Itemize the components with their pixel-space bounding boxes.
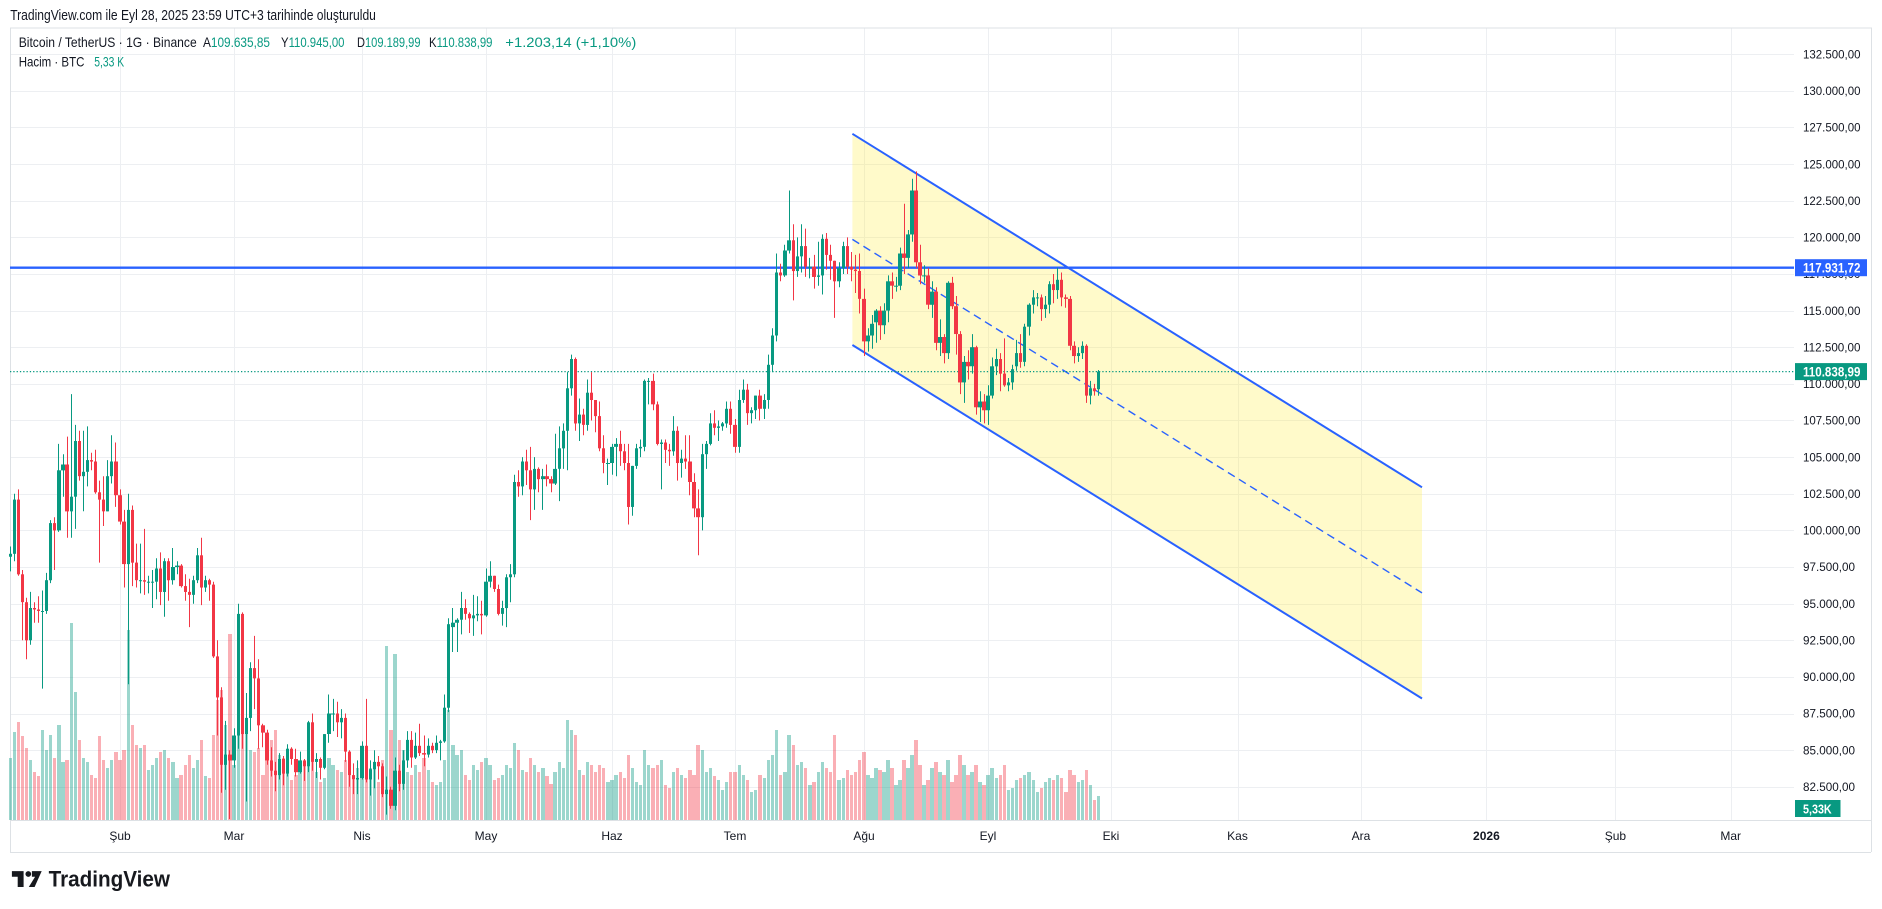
svg-text:A109.635,85: A109.635,85 [203, 34, 270, 50]
svg-text:Eki: Eki [1103, 829, 1120, 843]
svg-text:132.500,00: 132.500,00 [1803, 47, 1861, 61]
svg-text:TradingView: TradingView [49, 867, 171, 892]
svg-text:K110.838,99: K110.838,99 [429, 34, 493, 50]
svg-text:95.000,00: 95.000,00 [1803, 597, 1855, 611]
svg-text:Bitcoin / TetherUS · 1G · Bina: Bitcoin / TetherUS · 1G · Binance [19, 34, 197, 50]
svg-text:122.500,00: 122.500,00 [1803, 194, 1861, 208]
svg-text:Hacim · BTC: Hacim · BTC [19, 53, 85, 69]
svg-text:82.500,00: 82.500,00 [1803, 780, 1855, 794]
svg-text:85.000,00: 85.000,00 [1803, 743, 1855, 757]
svg-text:92.500,00: 92.500,00 [1803, 634, 1855, 648]
svg-text:D109.189,99: D109.189,99 [357, 34, 421, 50]
svg-text:97.500,00: 97.500,00 [1803, 560, 1855, 574]
svg-text:Nis: Nis [353, 829, 370, 843]
svg-text:Eyl: Eyl [980, 829, 997, 843]
svg-text:Kas: Kas [1227, 829, 1248, 843]
svg-text:125.000,00: 125.000,00 [1803, 157, 1861, 171]
svg-text:130.000,00: 130.000,00 [1803, 84, 1861, 98]
svg-text:+1.203,14 (+1,10%): +1.203,14 (+1,10%) [505, 34, 636, 50]
svg-text:TradingView.com ile Eyl 28, 20: TradingView.com ile Eyl 28, 2025 23:59 U… [10, 7, 376, 24]
svg-text:Şub: Şub [109, 829, 131, 843]
svg-text:2026: 2026 [1473, 829, 1500, 843]
svg-text:110.838,99: 110.838,99 [1803, 364, 1860, 379]
svg-text:115.000,00: 115.000,00 [1803, 304, 1861, 318]
svg-text:110.000,00: 110.000,00 [1803, 377, 1861, 391]
svg-text:102.500,00: 102.500,00 [1803, 487, 1861, 501]
svg-text:100.000,00: 100.000,00 [1803, 524, 1861, 538]
svg-text:112.500,00: 112.500,00 [1803, 340, 1861, 354]
svg-text:5,33K: 5,33K [1803, 801, 1832, 816]
svg-text:Ara: Ara [1352, 829, 1371, 843]
svg-text:Tem: Tem [724, 829, 747, 843]
svg-text:5,33 K: 5,33 K [94, 53, 124, 69]
svg-text:120.000,00: 120.000,00 [1803, 231, 1861, 245]
svg-text:Ağu: Ağu [853, 829, 874, 843]
svg-text:Mar: Mar [224, 829, 245, 843]
svg-text:127.500,00: 127.500,00 [1803, 121, 1861, 135]
svg-text:Y110.945,00: Y110.945,00 [281, 34, 345, 50]
svg-text:107.500,00: 107.500,00 [1803, 414, 1861, 428]
svg-text:Mar: Mar [1720, 829, 1741, 843]
svg-text:Haz: Haz [601, 829, 622, 843]
svg-text:87.500,00: 87.500,00 [1803, 707, 1855, 721]
svg-text:90.000,00: 90.000,00 [1803, 670, 1855, 684]
svg-text:105.000,00: 105.000,00 [1803, 450, 1861, 464]
svg-text:May: May [475, 829, 498, 843]
svg-text:117.931,72: 117.931,72 [1803, 261, 1860, 276]
svg-text:Şub: Şub [1605, 829, 1627, 843]
